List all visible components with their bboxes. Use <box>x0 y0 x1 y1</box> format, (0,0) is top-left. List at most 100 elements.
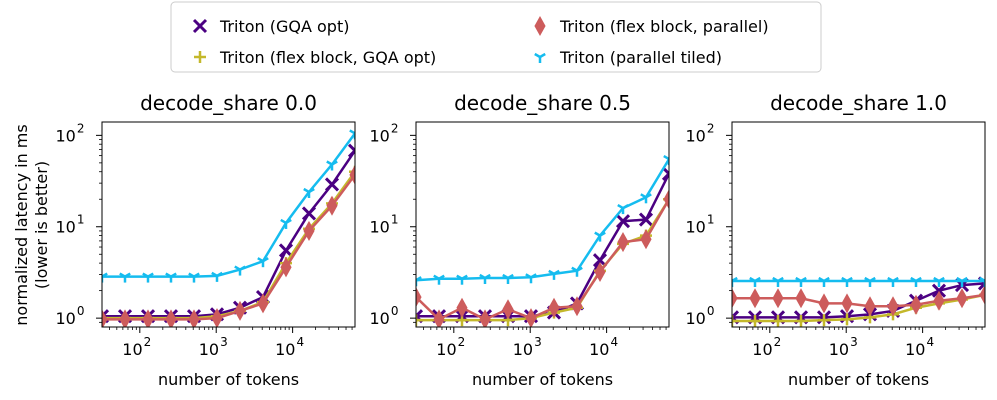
panel-title: decode_share 1.0 <box>770 91 947 115</box>
y-tick-label: 102 <box>56 121 85 145</box>
y-axis-label-line2: (lower is better) <box>32 161 51 289</box>
data-point <box>956 276 968 287</box>
data-point <box>416 287 422 308</box>
x-axis-label: number of tokens <box>158 370 299 389</box>
data-point <box>931 283 947 298</box>
data-point <box>280 218 292 229</box>
data-point <box>795 276 807 287</box>
data-point <box>663 189 669 210</box>
x-axis-label: number of tokens <box>472 370 613 389</box>
legend-label: Triton (flex block, parallel) <box>559 17 769 36</box>
data-point <box>979 284 985 305</box>
chart-panel: decode_share 0.0 number of tokens 102 103 10… <box>56 91 356 389</box>
series-line <box>416 173 669 318</box>
data-point <box>456 297 468 318</box>
data-point <box>594 231 606 242</box>
data-point <box>933 290 945 311</box>
data-point <box>502 299 514 320</box>
legend-entry: Triton (flex block, GQA opt) <box>194 48 436 67</box>
x-tick-label: 102 <box>436 335 465 359</box>
data-point <box>732 276 738 287</box>
series-markers <box>416 155 669 287</box>
legend-marker-x <box>192 18 208 34</box>
data-point <box>119 309 131 327</box>
data-point <box>349 164 355 185</box>
series-markers <box>732 284 985 317</box>
series-markers <box>416 193 669 327</box>
series-line <box>732 293 985 308</box>
x-tick-label: 103 <box>829 335 858 359</box>
data-point <box>617 232 629 253</box>
panels: decode_share 0.0 number of tokens 102 103 10… <box>56 91 986 389</box>
data-point <box>188 272 200 283</box>
data-point <box>617 204 629 215</box>
data-point <box>956 288 968 309</box>
data-point <box>749 315 761 327</box>
data-point <box>326 160 338 171</box>
data-point <box>772 288 784 309</box>
x-tick-label: 102 <box>752 335 781 359</box>
legend-label: Triton (parallel tiled) <box>559 48 722 67</box>
y-axis-label-line1: normalized latency in ms <box>12 124 31 325</box>
data-point <box>479 273 491 284</box>
data-point <box>841 276 853 287</box>
data-point <box>303 187 315 199</box>
data-point <box>818 314 830 327</box>
data-point <box>234 265 246 276</box>
data-point <box>749 288 761 309</box>
data-point <box>864 276 876 287</box>
series-line <box>416 198 669 321</box>
legend-marker-diamond <box>534 15 546 37</box>
legend-marker-tri <box>534 52 546 63</box>
data-point <box>732 315 738 327</box>
panel-title: decode_share 0.5 <box>454 91 631 115</box>
data-point <box>165 309 177 327</box>
data-point <box>732 288 738 309</box>
series-markers <box>416 189 669 327</box>
series-line <box>102 132 355 278</box>
series-markers <box>102 143 355 324</box>
data-point <box>910 276 922 287</box>
x-axis-label: number of tokens <box>788 370 929 389</box>
data-point <box>525 273 537 284</box>
x-tick-label: 102 <box>122 335 151 359</box>
data-point <box>502 273 514 284</box>
data-point <box>638 212 654 227</box>
series-markers <box>102 165 355 325</box>
legend-marker-plus <box>194 51 206 63</box>
legend-frame <box>170 1 822 73</box>
data-point <box>257 293 269 314</box>
data-point <box>571 266 583 277</box>
y-tick-label: 100 <box>686 304 715 328</box>
y-tick-label: 102 <box>370 121 399 145</box>
data-point <box>211 271 223 282</box>
data-point <box>479 309 491 327</box>
data-point <box>349 129 355 140</box>
data-point <box>594 261 606 283</box>
plot-area <box>102 129 355 327</box>
data-point <box>142 309 154 327</box>
data-point <box>525 308 537 327</box>
data-point <box>864 296 876 317</box>
series-line <box>416 198 669 322</box>
plot-area <box>416 155 669 327</box>
data-point <box>433 274 445 285</box>
y-tick-label: 101 <box>56 213 85 237</box>
data-point <box>818 293 830 314</box>
legend-entry: Triton (GQA opt) <box>192 17 349 36</box>
y-tick-label: 100 <box>56 304 85 328</box>
data-point <box>188 309 200 327</box>
legend-label: Triton (GQA opt) <box>219 17 349 36</box>
axes-frame <box>415 121 670 328</box>
legend-entry: Triton (parallel tiled) <box>534 48 722 67</box>
data-point <box>795 288 807 309</box>
series-line <box>102 174 355 321</box>
data-point <box>571 296 583 317</box>
chart-panel: decode_share 0.5 number of tokens 102 103 10… <box>370 91 670 389</box>
x-tick-label: 104 <box>589 335 618 359</box>
data-point <box>119 272 131 283</box>
data-point <box>347 143 355 158</box>
data-point <box>301 206 317 221</box>
y-tick-label: 101 <box>686 213 715 237</box>
